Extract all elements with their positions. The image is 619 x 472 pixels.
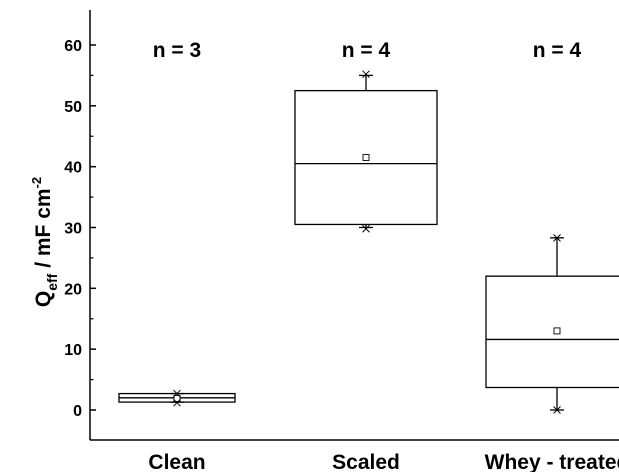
x-category-label: Scaled — [332, 451, 400, 472]
mean-marker — [362, 154, 370, 161]
cross-stroke — [553, 406, 561, 414]
y-axis-label: Qeff / mF cm-2 — [29, 177, 60, 307]
min-marker — [173, 398, 181, 407]
x-category-label: Clean — [148, 451, 205, 472]
max-marker — [362, 70, 370, 79]
y-label-superscript: -2 — [29, 177, 44, 189]
cross-stroke — [173, 398, 181, 407]
sample-size-label: n = 4 — [342, 39, 391, 62]
y-tick-label: 50 — [64, 99, 82, 116]
max-marker — [173, 389, 181, 398]
y-axis-ticks: 0 10 20 30 40 50 60 — [64, 38, 96, 420]
y-tick-label: 10 — [64, 342, 82, 359]
sample-size-label: n = 3 — [153, 39, 201, 62]
min-marker — [553, 406, 561, 414]
category-labels: Clean Scaled Whey - treated — [148, 451, 619, 472]
cross-stroke — [362, 70, 370, 79]
y-label-subscript: eff — [44, 273, 60, 290]
boxes — [118, 70, 619, 414]
box-iqr — [294, 89, 438, 226]
box-iqr — [485, 275, 619, 389]
max-marker — [553, 233, 561, 242]
sample-size-annotations: n = 3 n = 4 n = 4 — [153, 39, 582, 62]
y-tick-label: 30 — [64, 221, 82, 238]
y-label-main: Q — [32, 291, 55, 307]
mean-marker — [553, 327, 561, 335]
sample-size-label: n = 4 — [533, 39, 582, 62]
y-tick-label: 40 — [64, 160, 82, 177]
mean-marker — [173, 394, 181, 402]
cross-stroke — [173, 389, 181, 398]
y-tick-label: 20 — [64, 281, 82, 298]
y-label-unit: / mF cm — [32, 188, 55, 273]
cross-stroke — [362, 224, 370, 233]
x-category-label: Whey - treated — [485, 451, 619, 472]
min-marker — [362, 224, 370, 233]
axes — [89, 10, 619, 441]
cross-stroke — [553, 233, 561, 242]
box-clean — [118, 389, 236, 407]
y-tick-label: 60 — [64, 38, 82, 55]
box-whey-treated — [485, 233, 619, 414]
y-tick-label: 0 — [73, 403, 82, 420]
box-scaled — [294, 70, 438, 233]
